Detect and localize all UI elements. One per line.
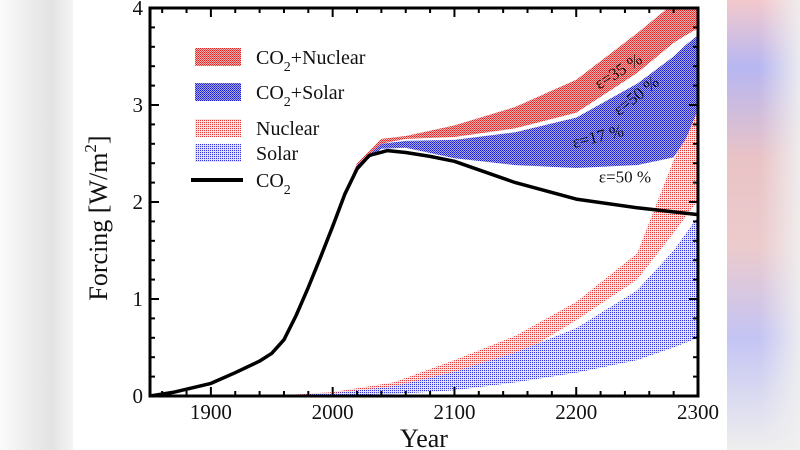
y-tick-label: 0: [133, 384, 144, 408]
x-tick-label: 1900: [190, 400, 232, 424]
y-tick-label: 2: [133, 190, 144, 214]
legend: CO2+Nuclear CO2+Solar Nuclear Solar CO2: [191, 47, 366, 198]
background-right: [727, 0, 800, 450]
x-axis-title: Year: [400, 424, 448, 450]
legend-swatch-co2-nuclear: [195, 48, 241, 66]
x-tick-label: 2000: [312, 400, 354, 424]
legend-label-solar: Solar: [256, 143, 299, 165]
y-tick-label: 4: [133, 0, 144, 20]
background-left: [0, 0, 73, 450]
band-co2-nuclear: [332, 8, 698, 226]
band-co2-solar: [332, 35, 698, 227]
legend-label-co2-solar: CO2+Solar: [256, 82, 345, 110]
legend-label-nuclear: Nuclear: [256, 118, 320, 140]
band-solar: [271, 216, 698, 396]
x-tick-label: 2300: [677, 400, 719, 424]
y-tick-label: 1: [133, 287, 144, 311]
y-axis-title: Forcing [W/m2]: [81, 135, 113, 300]
x-tick-label: 2200: [555, 400, 597, 424]
legend-swatch-solar: [195, 144, 241, 162]
legend-label-co2-nuclear: CO2+Nuclear: [256, 47, 366, 75]
y-tick-label: 3: [133, 93, 144, 117]
legend-swatch-co2-solar: [195, 83, 241, 101]
annotation-efficiency: ε=50 %: [599, 168, 651, 187]
legend-swatch-nuclear: [195, 119, 241, 137]
x-tick-label: 2100: [433, 400, 475, 424]
legend-label-co2: CO2: [256, 170, 291, 198]
plot-frame: [148, 6, 700, 398]
line-co2: [150, 148, 698, 396]
